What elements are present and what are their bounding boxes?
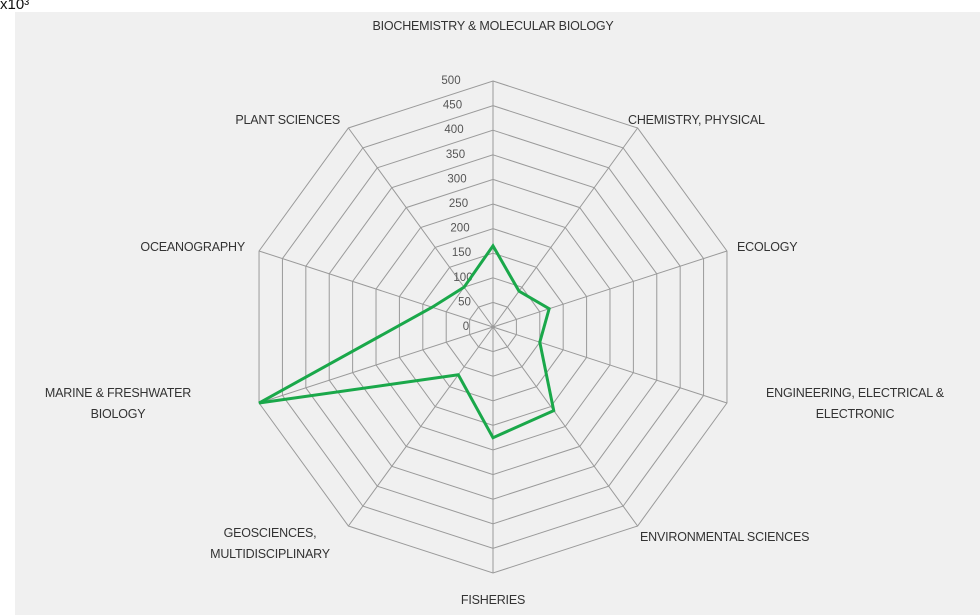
category-label: BIOCHEMISTRY & MOLECULAR BIOLOGY xyxy=(372,19,614,33)
grid-ring xyxy=(281,105,705,549)
grid-ring xyxy=(375,203,611,451)
plot-background xyxy=(15,12,980,615)
tick-label: 500 xyxy=(441,75,460,87)
grid-ring xyxy=(258,80,728,574)
grid-ring xyxy=(328,154,658,500)
category-label: CHEMISTRY, PHYSICAL xyxy=(628,113,765,127)
tick-label: 300 xyxy=(447,173,466,185)
unit-label: x10³ xyxy=(0,0,30,13)
category-label: PLANT SCIENCES xyxy=(235,113,340,127)
grid-ring xyxy=(445,277,541,377)
category-label: ENVIRONMENTAL SCIENCES xyxy=(640,530,810,544)
category-label: ECOLOGY xyxy=(737,240,798,254)
tick-label: 450 xyxy=(443,100,462,112)
grid-ring xyxy=(422,252,564,402)
grid-ring xyxy=(352,178,634,476)
grid-ring xyxy=(398,228,588,426)
category-label: OCEANOGRAPHY xyxy=(140,240,245,254)
grid-ring xyxy=(469,301,517,353)
category-label: GEOSCIENCES, MULTIDISCIPLINARY xyxy=(210,526,330,561)
tick-label: 350 xyxy=(446,149,465,161)
tick-label: 150 xyxy=(452,247,471,259)
category-label: MARINE & FRESHWATER BIOLOGY xyxy=(44,386,192,421)
tick-label: 50 xyxy=(458,296,471,308)
category-label: ENGINEERING, ELECTRICAL & ELECTRONIC xyxy=(766,386,944,421)
tick-label: 250 xyxy=(449,198,468,210)
tick-label: 200 xyxy=(450,223,469,235)
tick-label: 0 xyxy=(463,321,469,333)
tick-label: 400 xyxy=(444,124,463,136)
category-label: FISHERIES xyxy=(460,593,526,607)
grid-ring xyxy=(305,129,681,525)
data-line xyxy=(258,243,556,440)
